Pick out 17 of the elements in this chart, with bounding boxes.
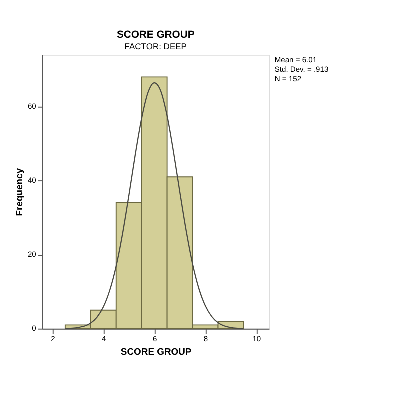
line-series xyxy=(64,82,244,330)
y-tick-label: 40 xyxy=(28,176,36,186)
y-tick-label: 0 xyxy=(32,324,36,334)
x-axis-title: SCORE GROUP xyxy=(120,346,192,358)
text: Mean = 6.01 xyxy=(274,56,318,65)
x-tick-label: 8 xyxy=(204,334,208,344)
text: N = 152 xyxy=(274,74,302,84)
y-axis-title: Frequency xyxy=(14,168,26,216)
x-tick-label: 4 xyxy=(102,334,106,344)
text: Std. Dev. = .913 xyxy=(274,64,329,74)
x-tick-label: 2 xyxy=(51,334,56,344)
y-tick-label: 60 xyxy=(28,102,36,112)
x-tick-label: 10 xyxy=(252,334,262,344)
x-tick-label: 6 xyxy=(152,334,158,344)
chart-title: SCORE GROUP xyxy=(116,30,195,41)
y-tick-label: 20 xyxy=(28,250,36,260)
chart-subtitle: FACTOR: DEEP xyxy=(124,41,188,52)
